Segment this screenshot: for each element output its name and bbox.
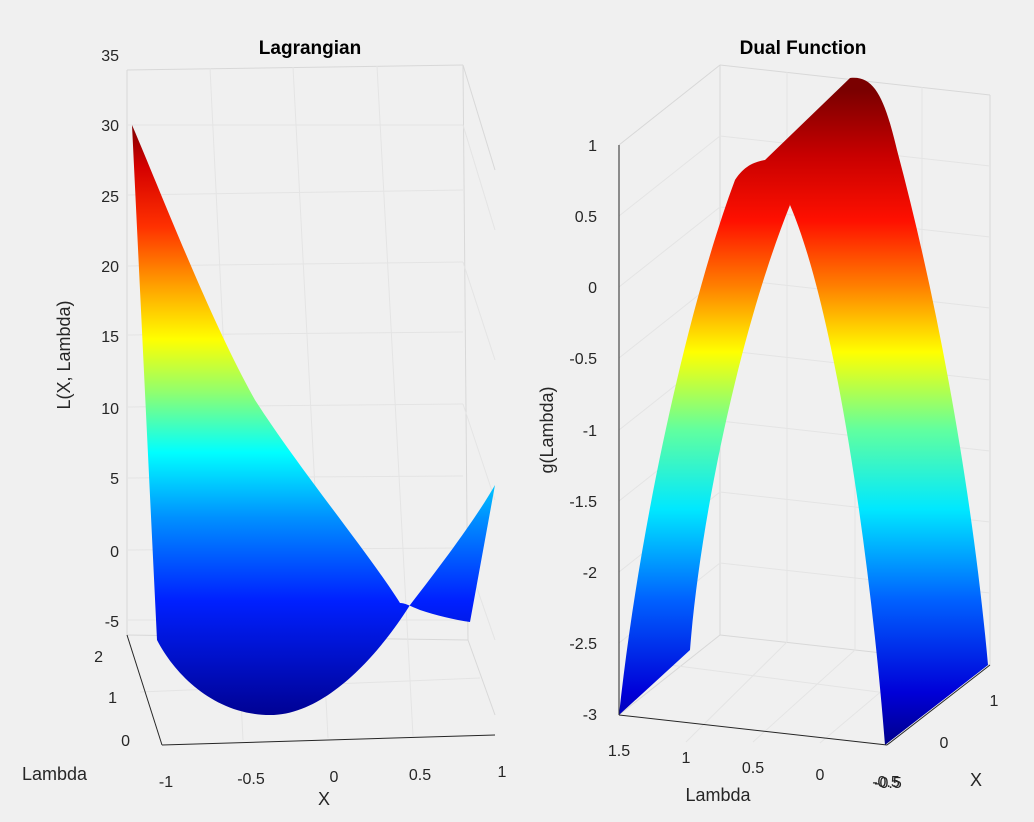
lagrangian-x-ticks: -1 -0.5 0 0.5 1 [159, 764, 507, 791]
x-tick: 0 [330, 769, 339, 786]
z-tick: 15 [101, 329, 119, 346]
z-tick: -5 [105, 614, 119, 631]
x-tick: 0.5 [409, 767, 431, 784]
y-tick: 0 [816, 767, 825, 784]
dual-surface-front-band [619, 167, 790, 715]
lagrangian-title: Lagrangian [259, 38, 361, 59]
z-tick: -2 [583, 565, 597, 582]
lagrangian-y-ticks: 2 1 0 [94, 649, 130, 750]
z-tick: -0.5 [569, 351, 597, 368]
z-tick: 1 [588, 138, 597, 155]
z-tick: 20 [101, 259, 119, 276]
dual-zlabel: g(Lambda) [537, 386, 557, 473]
y-tick: 1 [682, 750, 691, 767]
z-tick: 0.5 [575, 209, 597, 226]
z-tick: 0 [110, 544, 119, 561]
x-tick: -0.5 [237, 771, 265, 788]
dual-ylabel: Lambda [685, 785, 751, 805]
z-tick: -1.5 [569, 494, 597, 511]
y-tick: 1 [108, 690, 117, 707]
x-tick: -0.5 [874, 775, 902, 792]
z-tick: 5 [110, 471, 119, 488]
dual-y-ticks: 1.5 1 0.5 0 -0.5 [608, 743, 900, 791]
dual-plot: 1 0.5 0 -0.5 -1 -1.5 -2 -2.5 -3 1.5 1 0.… [537, 38, 999, 805]
lagrangian-ylabel: Lambda [22, 764, 88, 784]
z-tick: -2.5 [569, 636, 597, 653]
y-tick: 2 [94, 649, 103, 666]
z-tick: -3 [583, 707, 597, 724]
z-tick: 30 [101, 118, 119, 135]
z-tick: 35 [101, 48, 119, 65]
lagrangian-zlabel: L(X, Lambda) [54, 300, 74, 409]
dual-surface [619, 77, 988, 745]
y-tick: 0.5 [742, 760, 764, 777]
y-tick: -0.5 [872, 774, 900, 791]
x-tick: -1 [159, 774, 173, 791]
lagrangian-surface [132, 125, 495, 715]
x-tick: 1 [990, 693, 999, 710]
dual-z-ticks: 1 0.5 0 -0.5 -1 -1.5 -2 -2.5 -3 [569, 138, 597, 724]
lagrangian-z-ticks: 35 30 25 20 15 10 5 0 -5 [101, 48, 119, 631]
z-tick: 10 [101, 401, 119, 418]
z-tick: 25 [101, 189, 119, 206]
lagrangian-plot: 35 30 25 20 15 10 5 0 -5 2 1 0 -1 -0.5 0… [22, 38, 507, 809]
dual-xlabel: X [970, 770, 982, 790]
lagrangian-xlabel: X [318, 789, 330, 809]
y-tick: 0 [121, 733, 130, 750]
z-tick: -1 [583, 423, 597, 440]
x-tick: 1 [498, 764, 507, 781]
dual-x-ticks: -0.5 0 1 [874, 693, 998, 792]
dual-axis-lines [618, 145, 991, 746]
y-tick: 1.5 [608, 743, 630, 760]
dual-title: Dual Function [740, 38, 867, 59]
z-tick: 0 [588, 280, 597, 297]
x-tick: 0 [940, 735, 949, 752]
dual-surface-back-band [735, 77, 988, 745]
lagrangian-axis-lines [126, 634, 496, 746]
